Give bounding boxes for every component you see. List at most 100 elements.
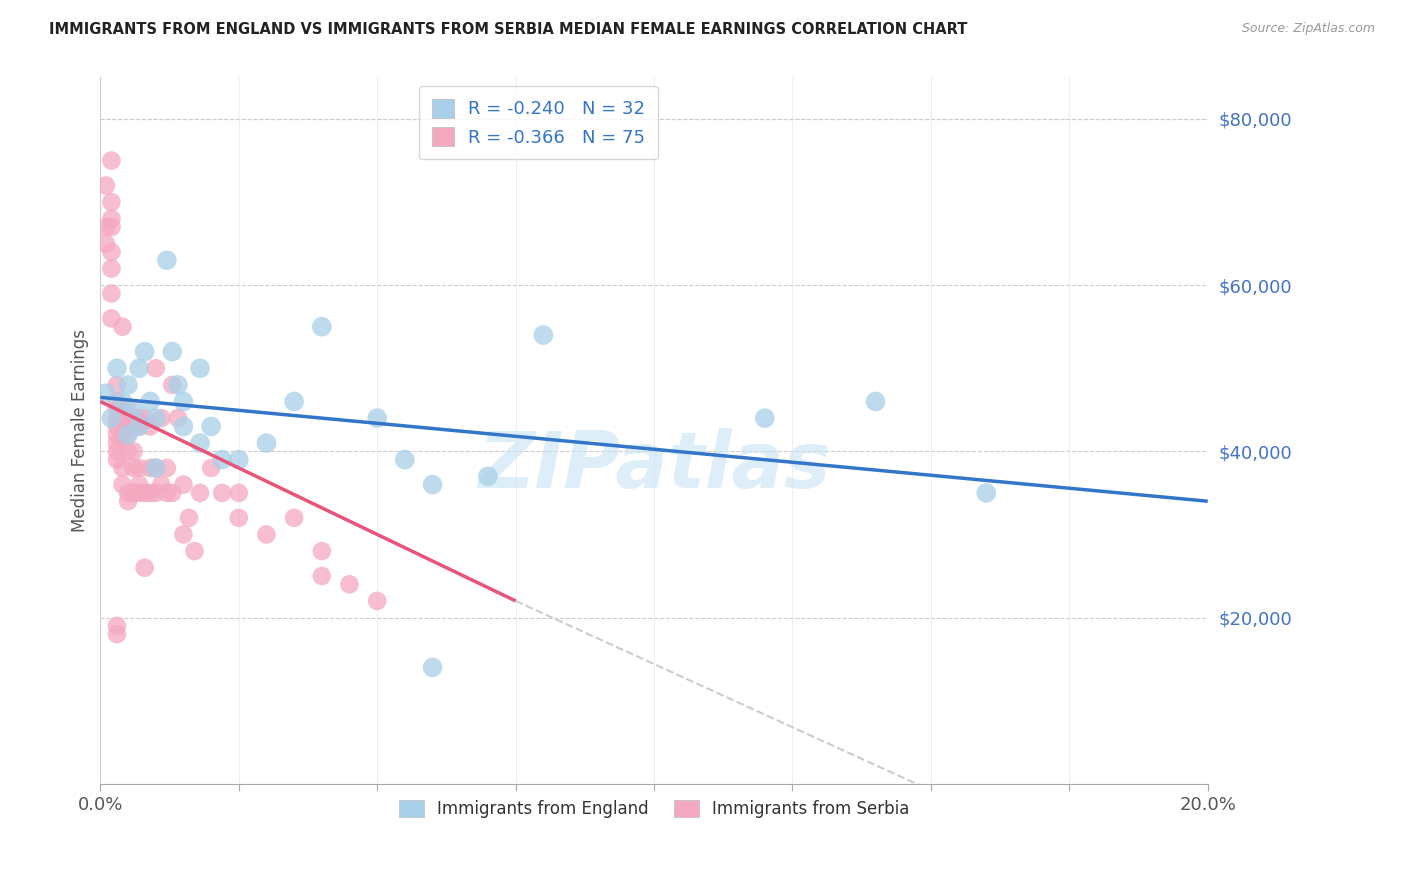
Point [145,361,167,376]
Point [117,494,139,508]
Legend: Immigrants from England, Immigrants from Serbia: Immigrants from England, Immigrants from… [392,793,917,825]
Point [256,527,278,541]
Point [162,344,184,359]
Point [477,469,499,483]
Point [150,477,173,491]
Point [111,411,134,425]
Point [167,377,190,392]
Point [117,427,139,442]
Point [134,486,156,500]
Point [172,477,194,491]
Point [100,286,122,301]
Point [200,419,222,434]
Point [256,436,278,450]
Point [128,486,150,500]
Point [311,319,333,334]
Point [211,486,233,500]
Point [177,511,200,525]
Point [172,394,194,409]
Point [172,419,194,434]
Point [366,411,388,425]
Point [283,394,305,409]
Point [100,211,122,226]
Point [105,436,128,450]
Point [111,419,134,434]
Point [150,411,173,425]
Point [111,461,134,475]
Point [974,486,997,500]
Point [134,560,156,574]
Point [394,452,416,467]
Point [94,219,117,234]
Point [188,486,211,500]
Point [311,569,333,583]
Point [122,411,145,425]
Point [105,444,128,458]
Point [366,594,388,608]
Point [183,544,205,558]
Point [139,419,162,434]
Point [156,461,179,475]
Point [162,377,184,392]
Point [188,436,211,450]
Text: Source: ZipAtlas.com: Source: ZipAtlas.com [1241,22,1375,36]
Point [105,377,128,392]
Point [122,444,145,458]
Point [228,452,250,467]
Point [145,461,167,475]
Point [105,361,128,376]
Point [145,486,167,500]
Point [156,486,179,500]
Point [117,377,139,392]
Point [228,511,250,525]
Point [94,386,117,401]
Point [122,486,145,500]
Point [117,444,139,458]
Point [105,452,128,467]
Point [311,544,333,558]
Point [117,486,139,500]
Point [100,195,122,210]
Point [105,419,128,434]
Point [139,461,162,475]
Point [100,261,122,276]
Y-axis label: Median Female Earnings: Median Female Earnings [72,329,89,533]
Point [188,361,211,376]
Point [105,411,128,425]
Point [117,402,139,417]
Point [105,427,128,442]
Point [422,660,444,674]
Point [94,178,117,193]
Point [128,477,150,491]
Point [145,461,167,475]
Point [105,394,128,409]
Point [134,411,156,425]
Point [422,477,444,491]
Point [122,402,145,417]
Point [117,427,139,442]
Point [200,461,222,475]
Point [105,402,128,417]
Point [100,411,122,425]
Point [754,411,776,425]
Text: ZIPatlas: ZIPatlas [478,428,830,504]
Point [100,311,122,326]
Point [156,253,179,268]
Point [128,461,150,475]
Point [94,236,117,251]
Point [162,486,184,500]
Point [228,486,250,500]
Point [122,419,145,434]
Point [122,461,145,475]
Point [111,394,134,409]
Point [128,361,150,376]
Point [128,419,150,434]
Text: IMMIGRANTS FROM ENGLAND VS IMMIGRANTS FROM SERBIA MEDIAN FEMALE EARNINGS CORRELA: IMMIGRANTS FROM ENGLAND VS IMMIGRANTS FR… [49,22,967,37]
Point [339,577,361,591]
Point [139,486,162,500]
Point [172,527,194,541]
Point [145,411,167,425]
Point [134,344,156,359]
Point [128,411,150,425]
Point [531,328,554,343]
